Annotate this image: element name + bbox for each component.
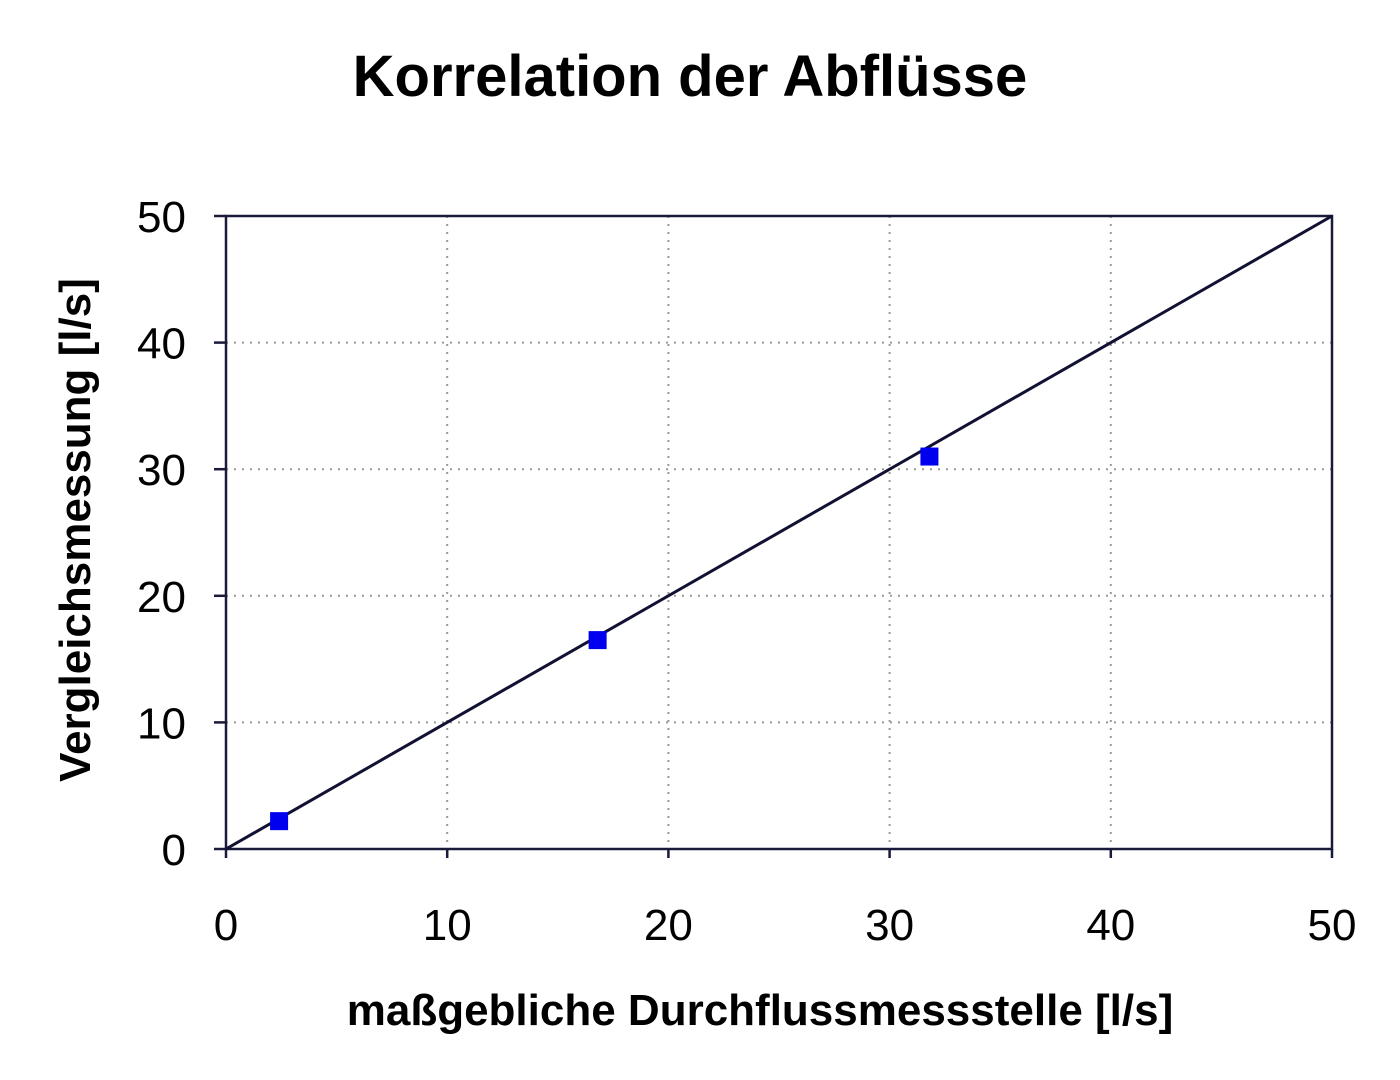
x-tick-label: 50 xyxy=(1308,901,1357,950)
y-tick-label: 10 xyxy=(137,699,186,748)
axis-ticks: 0 10 20 30 40 50 0 10 20 30 40 50 xyxy=(137,193,1356,950)
data-point xyxy=(270,812,289,831)
grid xyxy=(226,216,1332,849)
plot-area xyxy=(224,214,1334,851)
y-tick-label: 0 xyxy=(162,826,186,875)
x-tick-label: 30 xyxy=(865,901,914,950)
y-tick-label: 30 xyxy=(137,446,186,495)
y-axis-label: Vergleichsmessung [l/s] xyxy=(51,278,100,782)
y-tick-label: 50 xyxy=(137,193,186,242)
x-tick-label: 0 xyxy=(214,901,238,950)
x-tick-label: 10 xyxy=(423,901,472,950)
x-tick-label: 20 xyxy=(644,901,693,950)
chart-title: Korrelation der Abflüsse xyxy=(353,44,1028,109)
data-point xyxy=(920,447,939,466)
reference-line xyxy=(225,214,1333,851)
y-tick-label: 40 xyxy=(137,320,186,369)
data-points xyxy=(270,447,939,831)
y-tick-label: 20 xyxy=(137,573,186,622)
x-tick-label: 40 xyxy=(1086,901,1135,950)
x-axis-label: maßgebliche Durchflussmessstelle [l/s] xyxy=(347,986,1174,1035)
data-point xyxy=(588,631,607,650)
